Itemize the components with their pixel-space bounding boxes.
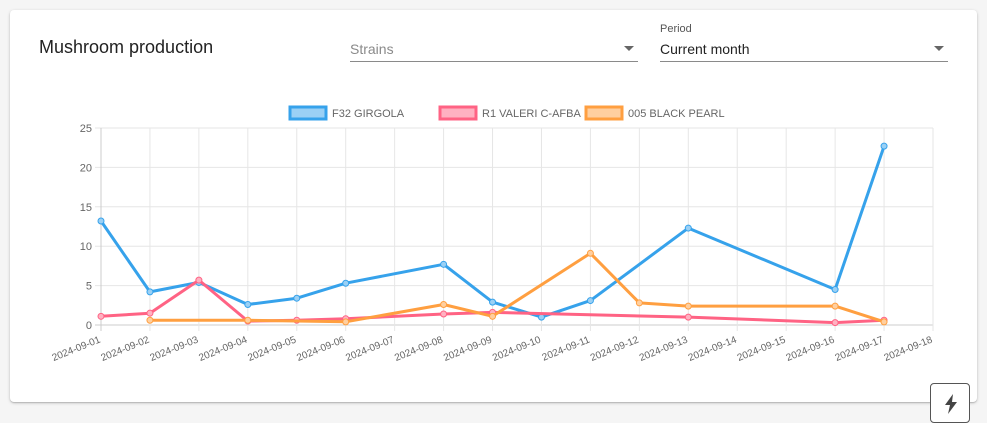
data-point[interactable] (440, 310, 448, 318)
data-point[interactable] (342, 279, 350, 287)
production-line-chart: 0 5 10 15 20 25 2024-09-012024-09-022024-09-03… (51, 105, 935, 364)
data-point[interactable] (146, 309, 154, 317)
chevron-down-icon (624, 46, 634, 51)
x-tick-label: 2024-09-08 (393, 334, 445, 364)
data-point[interactable] (440, 301, 448, 309)
x-tick-label: 2024-09-16 (785, 334, 837, 364)
legend-swatch (288, 105, 328, 121)
legend-label: 005 BLACK PEARL (628, 108, 725, 120)
production-card: Mushroom production Strains Period Curre… (10, 10, 977, 402)
data-point[interactable] (244, 316, 252, 324)
x-tick-label: 2024-09-17 (834, 334, 886, 364)
x-tick-label: 2024-09-01 (51, 334, 103, 364)
strains-placeholder: Strains (350, 41, 394, 57)
data-point[interactable] (244, 301, 252, 309)
strains-select[interactable]: Strains (350, 38, 638, 62)
data-point[interactable] (342, 318, 350, 326)
data-point[interactable] (880, 318, 888, 326)
x-tick-label: 2024-09-04 (197, 334, 249, 364)
y-tick-label: 25 (80, 123, 92, 135)
x-tick-label: 2024-09-12 (589, 334, 641, 364)
period-select[interactable]: Period Current month (660, 23, 948, 62)
x-tick-label: 2024-09-09 (442, 334, 494, 364)
x-tick-label: 2024-09-02 (100, 334, 152, 364)
data-point[interactable] (684, 224, 692, 232)
data-point[interactable] (97, 312, 105, 320)
data-point[interactable] (831, 302, 839, 310)
x-tick-label: 2024-09-07 (344, 334, 396, 364)
data-point[interactable] (586, 297, 594, 305)
legend-item[interactable]: F32 GIRGOLA (288, 105, 405, 121)
x-tick-label: 2024-09-13 (638, 334, 690, 364)
y-tick-label: 5 (86, 281, 92, 293)
legend-item[interactable]: 005 BLACK PEARL (584, 105, 725, 121)
data-point[interactable] (831, 319, 839, 327)
data-point[interactable] (440, 260, 448, 268)
y-tick-label: 10 (80, 241, 92, 253)
data-point[interactable] (195, 276, 203, 284)
y-tick-label: 20 (80, 162, 92, 174)
data-point[interactable] (880, 142, 888, 150)
data-point[interactable] (684, 313, 692, 321)
y-tick-label: 15 (80, 202, 92, 214)
legend-item[interactable]: R1 VALERI C-AFBA (438, 105, 581, 121)
x-tick-label: 2024-09-10 (491, 334, 543, 364)
legend-swatch (584, 105, 624, 121)
series-line-2 (149, 251, 885, 324)
data-point[interactable] (831, 286, 839, 294)
data-point[interactable] (97, 217, 105, 225)
data-point[interactable] (635, 299, 643, 307)
x-tick-label: 2024-09-05 (246, 334, 298, 364)
x-tick-label: 2024-09-11 (541, 334, 592, 363)
chevron-down-icon (934, 46, 944, 51)
x-tick-label: 2024-09-03 (148, 334, 200, 364)
legend-swatch (438, 105, 478, 121)
lightning-icon (945, 394, 957, 414)
period-label: Period (660, 23, 692, 35)
x-tick-label: 2024-09-18 (883, 334, 935, 364)
x-tick-label: 2024-09-06 (295, 334, 347, 364)
data-point[interactable] (146, 288, 154, 296)
quick-action-button[interactable] (930, 383, 970, 423)
period-value: Current month (660, 41, 750, 57)
data-point[interactable] (293, 294, 301, 302)
page-title: Mushroom production (39, 37, 214, 57)
y-tick-label: 0 (86, 320, 92, 332)
x-tick-label: 2024-09-15 (736, 334, 788, 364)
data-point[interactable] (684, 302, 692, 310)
legend-label: F32 GIRGOLA (332, 108, 405, 120)
data-point[interactable] (146, 316, 154, 324)
data-point[interactable] (586, 249, 594, 257)
data-point[interactable] (489, 298, 497, 306)
x-tick-label: 2024-09-14 (687, 334, 739, 364)
data-point[interactable] (489, 312, 497, 320)
legend-label: R1 VALERI C-AFBA (482, 108, 581, 120)
